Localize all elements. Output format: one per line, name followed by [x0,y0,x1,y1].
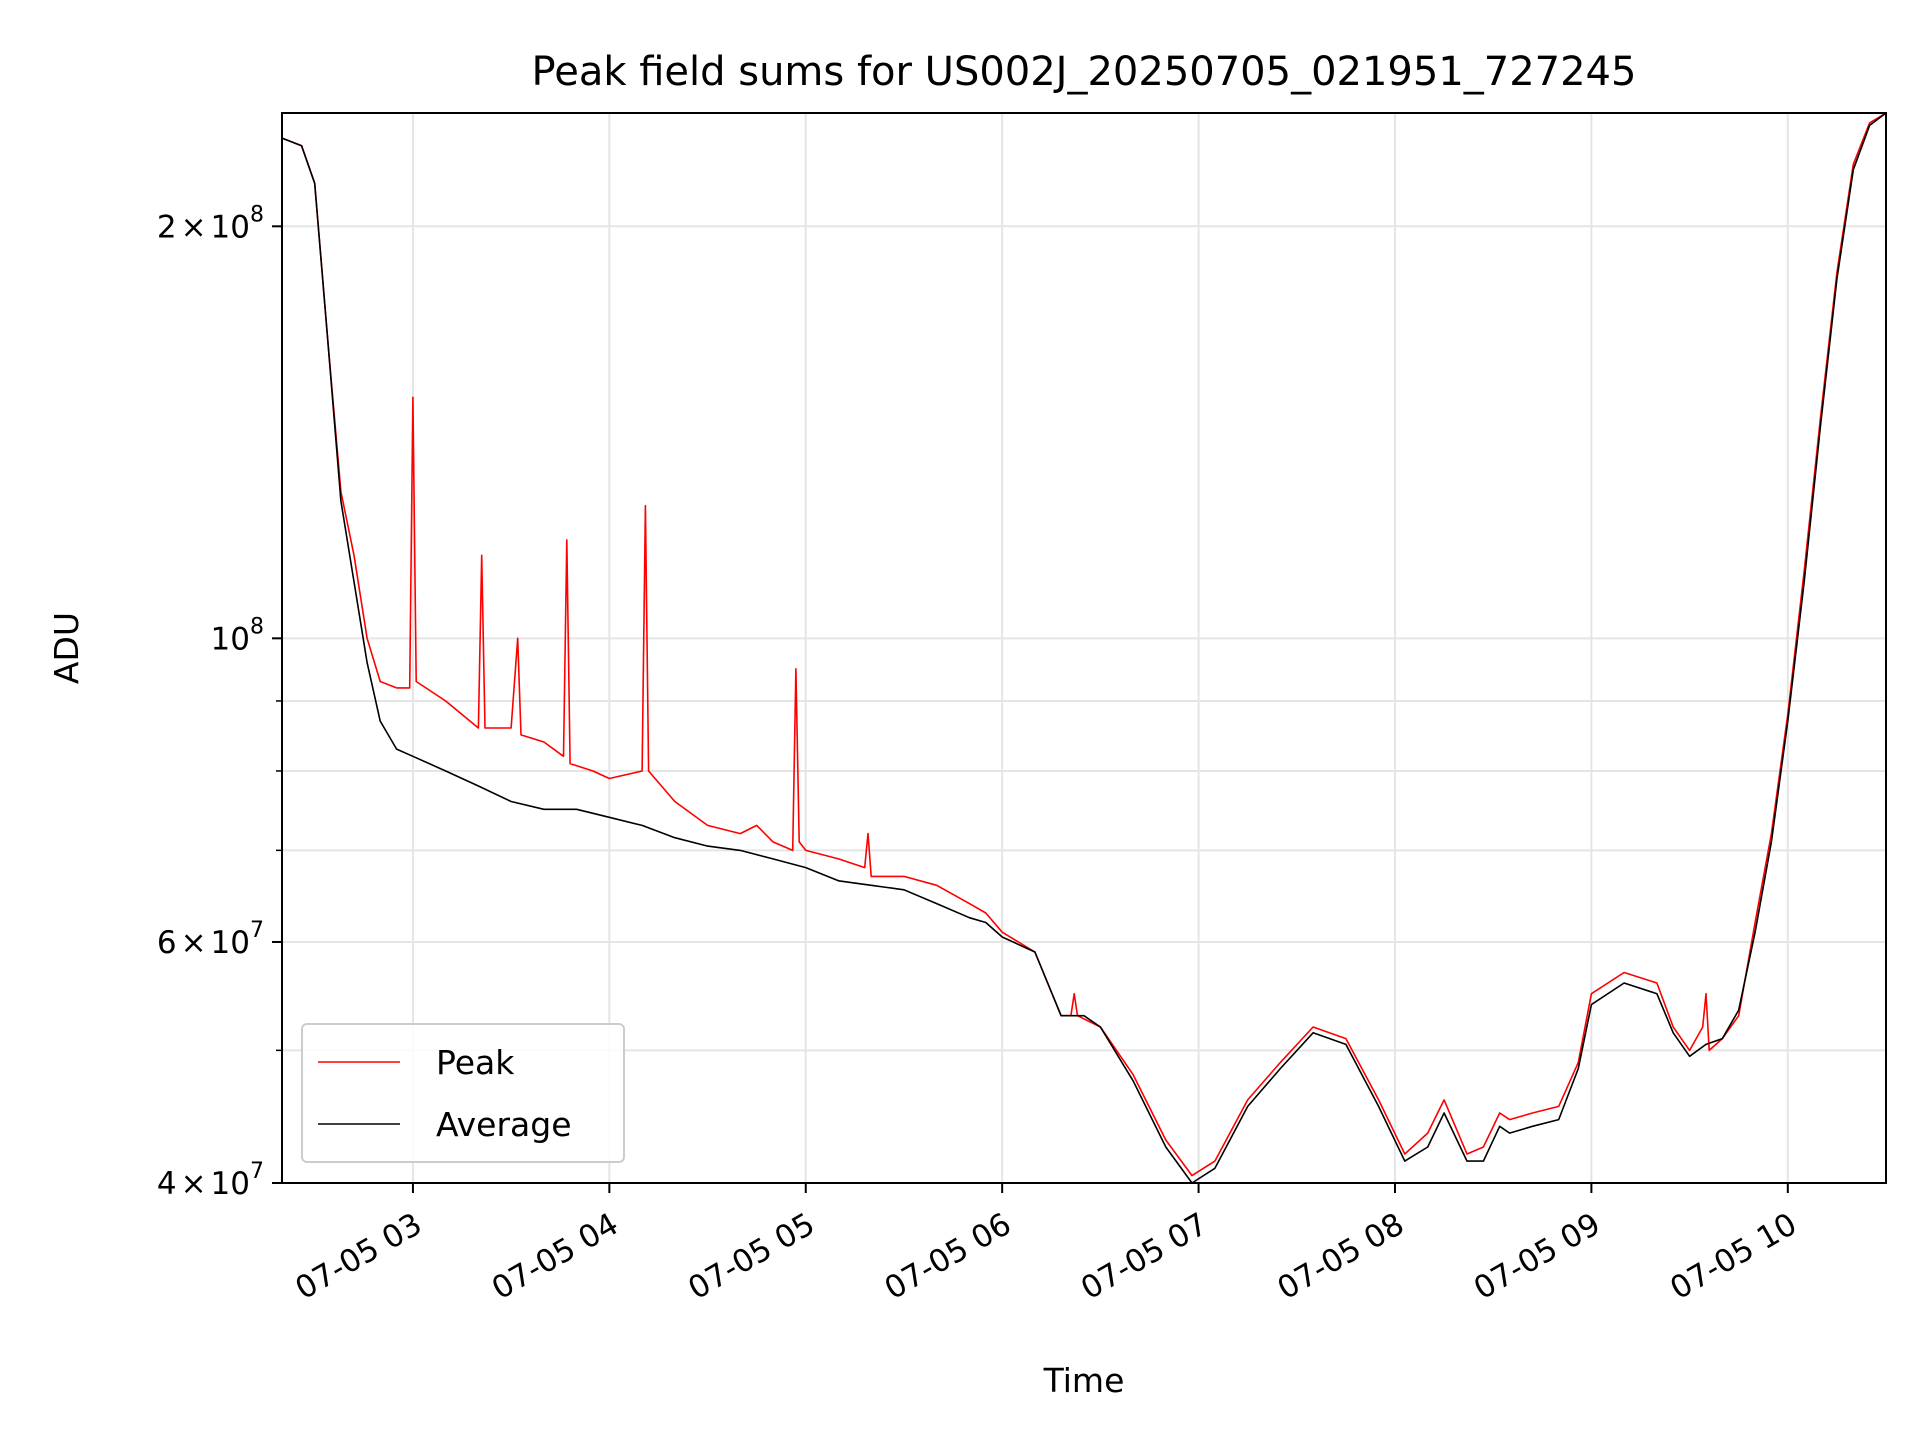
y-tick-label: 2 × 108 [157,202,264,245]
chart-title: Peak field sums for US002J_20250705_0219… [532,49,1637,95]
series-line-peak [281,112,1887,1177]
y-tick-label: 6 × 107 [157,918,264,961]
legend-label-peak: Peak [436,1043,515,1082]
x-axis-label: Time [1043,1361,1125,1400]
legend: Peak Average [301,1023,625,1163]
y-axis-label: ADU [47,612,86,684]
legend-box [301,1023,625,1163]
legend-label-average: Average [436,1105,572,1144]
y-tick-label: 108 [211,614,264,657]
plot-series [281,112,1887,1184]
plot-frame [281,112,1887,1184]
series-line-average [281,112,1887,1184]
y-tick-label: 4 × 107 [157,1159,264,1202]
